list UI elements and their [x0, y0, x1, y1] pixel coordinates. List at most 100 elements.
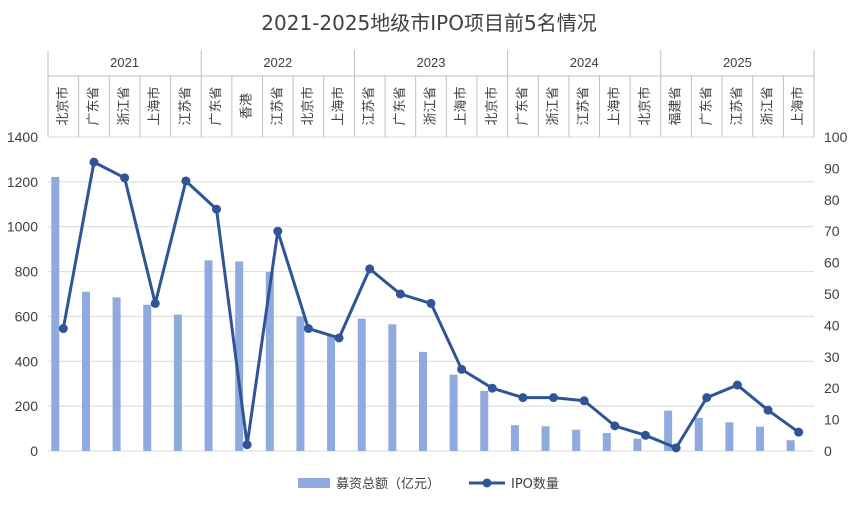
bar	[81, 291, 90, 451]
category-label: 北京市	[300, 86, 316, 125]
bar	[786, 440, 795, 451]
bar	[327, 335, 336, 451]
line-point	[212, 204, 222, 214]
bar	[419, 351, 427, 451]
right-tick-label: 10	[824, 412, 840, 428]
category-label: 江苏省	[576, 86, 592, 125]
line-point	[579, 396, 589, 406]
bar	[602, 433, 611, 451]
bar	[480, 390, 489, 451]
right-tick-label: 30	[824, 349, 840, 365]
category-label: 江苏省	[361, 86, 377, 125]
bar	[143, 304, 152, 451]
category-label: 浙江省	[761, 86, 776, 125]
bar	[664, 410, 673, 451]
left-tick-label: 400	[15, 353, 39, 369]
left-tick-label: 1200	[7, 174, 38, 190]
right-tick-label: 100	[824, 129, 848, 145]
line-point	[457, 364, 467, 374]
left-tick-label: 1000	[7, 219, 38, 235]
line-point	[671, 443, 681, 453]
bar	[357, 318, 366, 451]
category-label: 广东省	[699, 86, 714, 125]
line-point	[150, 298, 160, 308]
right-tick-label: 80	[824, 192, 840, 208]
category-label: 上海市	[790, 86, 806, 125]
bar	[756, 426, 765, 451]
legend-marker-line	[482, 478, 492, 488]
year-label: 2025	[723, 55, 752, 70]
line-point	[89, 157, 99, 167]
line-point	[120, 173, 130, 183]
left-tick-label: 200	[15, 398, 39, 414]
right-tick-label: 70	[824, 223, 840, 239]
right-axis: 0 10 20 30 40 50 60 70 80 90 100	[824, 129, 848, 459]
year-label: 2024	[570, 55, 599, 70]
left-tick-label: 1400	[7, 129, 38, 145]
category-label: 香港	[240, 93, 255, 119]
legend-label-line: IPO数量	[511, 477, 559, 492]
right-tick-label: 0	[824, 443, 832, 459]
line-point	[702, 393, 712, 403]
bar	[173, 314, 182, 451]
line-point	[763, 405, 773, 415]
bar	[633, 438, 642, 451]
category-label: 广东省	[209, 86, 224, 125]
bar	[694, 417, 703, 451]
category-label: 福建省	[669, 86, 684, 125]
year-label: 2023	[417, 55, 446, 70]
right-tick-label: 60	[824, 255, 840, 271]
right-tick-label: 90	[824, 160, 840, 176]
bar	[449, 374, 458, 451]
line-point	[610, 421, 620, 431]
category-label: 浙江省	[546, 86, 561, 125]
gridlines	[48, 136, 814, 452]
right-tick-label: 20	[824, 380, 840, 396]
bar-series	[51, 176, 795, 451]
category-label: 浙江省	[117, 86, 132, 125]
bar	[112, 297, 121, 451]
bar	[265, 272, 274, 451]
left-tick-label: 600	[15, 308, 39, 324]
category-label: 上海市	[331, 86, 347, 125]
legend-label-bar: 募资总额（亿元）	[336, 477, 440, 492]
year-label: 2022	[263, 55, 292, 70]
category-label: 北京市	[55, 86, 71, 125]
line-point	[487, 383, 497, 393]
line-point	[549, 393, 559, 403]
line-point	[518, 393, 528, 403]
category-label: 广东省	[515, 86, 530, 125]
category-label: 广东省	[86, 86, 101, 125]
category-label: 上海市	[453, 86, 469, 125]
line-point	[732, 380, 742, 390]
bar	[204, 260, 213, 451]
category-label: 江苏省	[269, 86, 285, 125]
line-point	[242, 440, 252, 450]
year-label: 2021	[110, 55, 139, 70]
category-label: 广东省	[393, 86, 408, 125]
chart-title: 2021-2025地级市IPO项目前5名情况	[261, 11, 596, 35]
line-point	[640, 430, 650, 440]
line-point	[334, 333, 344, 343]
category-label: 江苏省	[177, 86, 193, 125]
line-series	[58, 157, 804, 453]
category-label: 江苏省	[729, 86, 745, 125]
line-point	[181, 176, 191, 186]
right-tick-label: 40	[824, 317, 840, 333]
category-label: 北京市	[637, 86, 653, 125]
bar	[51, 176, 60, 451]
bar	[510, 425, 519, 451]
line-point	[303, 324, 313, 334]
category-label: 上海市	[606, 86, 622, 125]
line-point	[58, 324, 68, 334]
left-tick-label: 800	[15, 264, 39, 280]
legend: 募资总额（亿元） IPO数量	[298, 477, 559, 492]
line-point	[365, 264, 375, 274]
line-point	[426, 298, 436, 308]
line-point	[395, 289, 405, 299]
bar	[541, 426, 550, 451]
legend-swatch-bar	[298, 478, 330, 488]
bar	[725, 422, 734, 451]
